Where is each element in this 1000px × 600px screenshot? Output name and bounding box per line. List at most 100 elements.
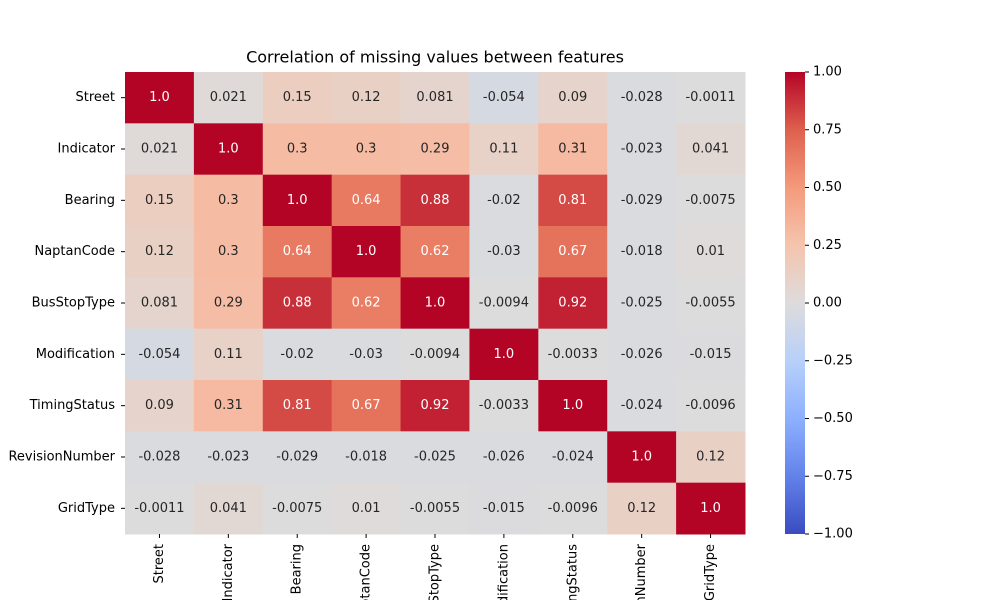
x-tick-label: RevisionNumber <box>634 543 649 600</box>
cell-label: 0.92 <box>421 398 450 413</box>
heatmap-cell <box>607 226 677 278</box>
cell-label: -0.02 <box>280 347 314 362</box>
cell-label: 0.12 <box>696 450 725 465</box>
cell-label: -0.023 <box>621 142 663 157</box>
heatmap-cell <box>469 431 539 484</box>
cell-label: 0.041 <box>210 501 247 516</box>
cell-label: -0.029 <box>621 193 663 208</box>
cell-label: 0.11 <box>489 142 518 157</box>
heatmap-cell <box>262 380 333 432</box>
heatmap-cell <box>125 482 195 535</box>
cell-label: -0.0011 <box>134 501 184 516</box>
heatmap-cell <box>262 482 333 535</box>
cell-label: 0.081 <box>141 296 178 311</box>
cell-label: 1.0 <box>631 450 652 465</box>
heatmap-cell <box>193 123 264 176</box>
cell-label: -0.018 <box>345 450 387 465</box>
heatmap-cell <box>193 380 264 432</box>
cell-label: 1.0 <box>425 296 446 311</box>
heatmap-cell <box>262 72 333 124</box>
cell-label: -0.0096 <box>685 398 735 413</box>
cell-label: 0.64 <box>352 193 381 208</box>
cell-label: -0.024 <box>552 450 594 465</box>
heatmap-cell <box>676 431 746 484</box>
cell-label: 0.67 <box>352 398 381 413</box>
cell-label: -0.054 <box>483 90 525 105</box>
cell-label: 1.0 <box>700 501 721 516</box>
heatmap-cell <box>193 174 264 227</box>
heatmap-cell <box>125 380 195 432</box>
heatmap-cell <box>193 328 264 381</box>
cell-label: 0.92 <box>558 296 587 311</box>
y-tick-label: Modification <box>36 347 115 362</box>
cell-label: 0.88 <box>421 193 450 208</box>
heatmap-cell <box>469 226 539 278</box>
chart-title: Correlation of missing values between fe… <box>246 48 624 67</box>
heatmap-cell <box>469 380 539 432</box>
heatmap-cell <box>400 174 470 227</box>
x-tick-label: BusStopType <box>428 544 443 600</box>
colorbar-tick-label: 0.75 <box>813 122 842 137</box>
cell-label: -0.0096 <box>548 501 598 516</box>
heatmap-cell <box>676 72 746 124</box>
cell-label: 0.01 <box>696 244 725 259</box>
cell-label: 0.021 <box>141 142 178 157</box>
cell-label: 0.29 <box>421 142 450 157</box>
cell-label: -0.023 <box>207 450 249 465</box>
x-tick-label: NaptanCode <box>359 544 374 600</box>
cell-label: 0.29 <box>214 296 243 311</box>
y-tick-label: Indicator <box>58 142 116 157</box>
heatmap-cell <box>400 72 470 124</box>
cell-label: 1.0 <box>149 90 170 105</box>
heatmap-cell <box>469 328 539 381</box>
heatmap-cell <box>125 226 195 278</box>
heatmap-cell <box>676 482 746 535</box>
heatmap-cell <box>400 277 470 330</box>
heatmap-cell <box>607 328 677 381</box>
cell-label: 0.31 <box>214 398 243 413</box>
cell-label: 0.3 <box>218 193 239 208</box>
x-tick-label: GridType <box>703 544 718 600</box>
cell-label: -0.0094 <box>479 296 529 311</box>
heatmap-cell <box>262 226 333 278</box>
cell-label: 0.67 <box>558 244 587 259</box>
heatmap-cell <box>538 431 608 484</box>
heatmap-cell <box>676 328 746 381</box>
heatmap-cell <box>607 482 677 535</box>
colorbar-tick-label: 1.00 <box>813 65 842 80</box>
colorbar-tick-label: 0.50 <box>813 180 842 195</box>
cell-label: 0.3 <box>218 244 239 259</box>
heatmap-cell <box>607 277 677 330</box>
cell-label: 0.62 <box>421 244 450 259</box>
cell-label: 0.15 <box>283 90 312 105</box>
heatmap-cell <box>125 123 195 176</box>
cell-label: 0.12 <box>145 244 174 259</box>
cell-label: 1.0 <box>287 193 308 208</box>
cell-label: -0.029 <box>276 450 318 465</box>
cell-label: -0.0033 <box>479 398 529 413</box>
cell-label: -0.0011 <box>685 90 735 105</box>
colorbar-tick-label: 0.00 <box>813 296 842 311</box>
cell-label: -0.018 <box>621 244 663 259</box>
cell-label: 0.62 <box>352 296 381 311</box>
cell-label: -0.028 <box>138 450 180 465</box>
heatmap-cell <box>331 380 402 432</box>
cell-label: -0.054 <box>138 347 180 362</box>
cell-label: -0.015 <box>690 347 732 362</box>
cell-label: -0.02 <box>487 193 521 208</box>
cell-label: 0.3 <box>287 142 308 157</box>
cell-label: -0.03 <box>487 244 521 259</box>
cell-label: 0.11 <box>214 347 243 362</box>
heatmap-cell <box>193 277 264 330</box>
x-tick-label: TimingStatus <box>565 544 580 600</box>
y-tick-label: Street <box>75 90 115 105</box>
x-tick-label: Street <box>152 544 167 584</box>
heatmap-cell <box>538 380 608 432</box>
heatmap-cell <box>331 226 402 278</box>
heatmap-cell <box>331 277 402 330</box>
heatmap-cell <box>607 380 677 432</box>
cell-label: 0.81 <box>283 398 312 413</box>
heatmap-cell <box>607 72 677 124</box>
heatmap-cell <box>400 123 470 176</box>
cell-label: -0.0075 <box>685 193 735 208</box>
